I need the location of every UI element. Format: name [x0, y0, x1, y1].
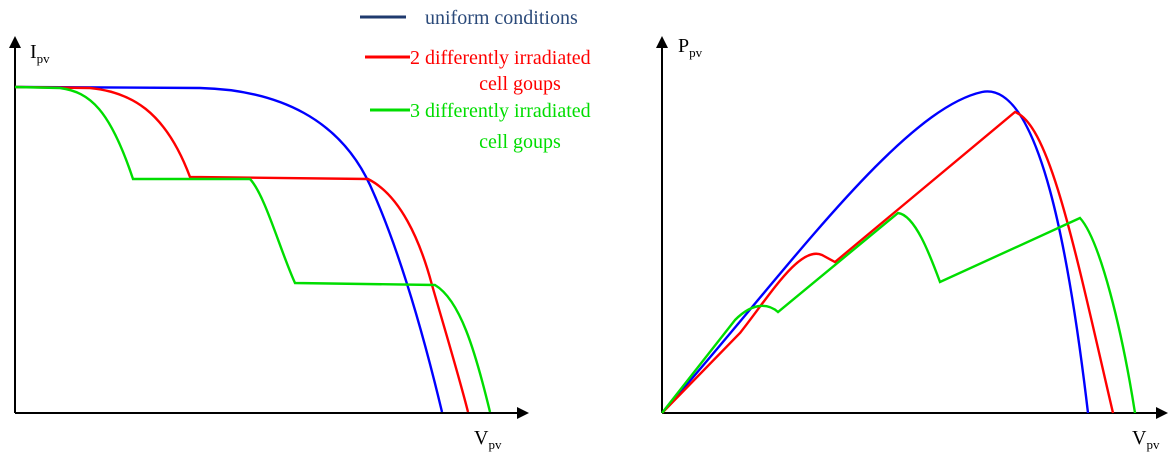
- legend-label: 2 differently irradiated: [410, 47, 591, 69]
- legend-label: 3 differently irradiated: [410, 100, 591, 122]
- two-group-curve: [661, 110, 1115, 414]
- x-axis-label: Vpv: [474, 427, 502, 452]
- y-axis-label: Ipv: [30, 41, 50, 66]
- uniform-curve: [14, 85, 444, 413]
- uniform-curve: [661, 90, 1090, 414]
- y-axis-label: Ppv: [678, 35, 703, 60]
- x-axis-label: Vpv: [1132, 427, 1160, 452]
- legend-label: cell goups: [479, 131, 561, 153]
- three-group-curve: [14, 85, 492, 413]
- two-group-curve: [14, 85, 470, 413]
- legend-label: uniform conditions: [425, 7, 578, 29]
- three-group-curve: [661, 211, 1137, 414]
- legend-label: cell goups: [479, 73, 561, 95]
